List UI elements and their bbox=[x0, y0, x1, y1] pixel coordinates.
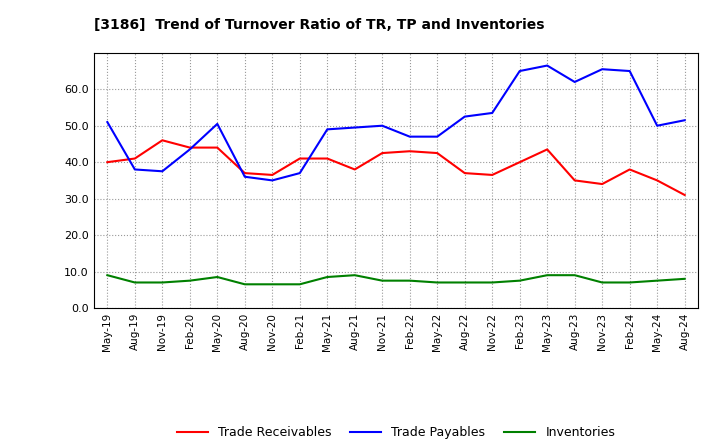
Trade Payables bbox=[460, 114, 469, 119]
Inventories bbox=[186, 278, 194, 283]
Trade Payables bbox=[186, 147, 194, 152]
Trade Receivables bbox=[240, 170, 249, 176]
Trade Receivables bbox=[488, 172, 497, 178]
Inventories bbox=[433, 280, 441, 285]
Trade Payables bbox=[240, 174, 249, 180]
Text: [3186]  Trend of Turnover Ratio of TR, TP and Inventories: [3186] Trend of Turnover Ratio of TR, TP… bbox=[94, 18, 544, 32]
Inventories bbox=[626, 280, 634, 285]
Inventories bbox=[680, 276, 689, 282]
Legend: Trade Receivables, Trade Payables, Inventories: Trade Receivables, Trade Payables, Inven… bbox=[171, 422, 621, 440]
Trade Receivables bbox=[130, 156, 139, 161]
Trade Receivables bbox=[460, 170, 469, 176]
Trade Payables bbox=[626, 68, 634, 73]
Inventories bbox=[351, 272, 359, 278]
Trade Payables bbox=[213, 121, 222, 127]
Trade Payables bbox=[488, 110, 497, 116]
Inventories bbox=[268, 282, 276, 287]
Trade Receivables bbox=[516, 160, 524, 165]
Trade Payables bbox=[378, 123, 387, 128]
Trade Receivables bbox=[680, 192, 689, 198]
Inventories bbox=[213, 275, 222, 280]
Trade Payables bbox=[405, 134, 414, 139]
Line: Trade Receivables: Trade Receivables bbox=[107, 140, 685, 195]
Trade Receivables bbox=[653, 178, 662, 183]
Inventories bbox=[158, 280, 166, 285]
Trade Payables bbox=[543, 63, 552, 68]
Trade Payables bbox=[130, 167, 139, 172]
Inventories bbox=[516, 278, 524, 283]
Inventories bbox=[240, 282, 249, 287]
Trade Payables bbox=[295, 170, 304, 176]
Trade Receivables bbox=[158, 138, 166, 143]
Inventories bbox=[543, 272, 552, 278]
Inventories bbox=[598, 280, 606, 285]
Trade Payables bbox=[653, 123, 662, 128]
Trade Payables bbox=[103, 119, 112, 125]
Line: Trade Payables: Trade Payables bbox=[107, 66, 685, 180]
Inventories bbox=[378, 278, 387, 283]
Trade Payables bbox=[680, 117, 689, 123]
Inventories bbox=[295, 282, 304, 287]
Trade Payables bbox=[570, 79, 579, 84]
Trade Receivables bbox=[268, 172, 276, 178]
Trade Payables bbox=[158, 169, 166, 174]
Trade Receivables bbox=[405, 149, 414, 154]
Trade Payables bbox=[433, 134, 441, 139]
Trade Payables bbox=[598, 66, 606, 72]
Inventories bbox=[653, 278, 662, 283]
Trade Receivables bbox=[433, 150, 441, 156]
Inventories bbox=[103, 272, 112, 278]
Trade Receivables bbox=[213, 145, 222, 150]
Trade Payables bbox=[268, 178, 276, 183]
Trade Receivables bbox=[570, 178, 579, 183]
Inventories bbox=[488, 280, 497, 285]
Trade Receivables bbox=[351, 167, 359, 172]
Trade Receivables bbox=[598, 181, 606, 187]
Inventories bbox=[405, 278, 414, 283]
Trade Payables bbox=[516, 68, 524, 73]
Trade Receivables bbox=[543, 147, 552, 152]
Trade Receivables bbox=[295, 156, 304, 161]
Trade Receivables bbox=[323, 156, 332, 161]
Trade Receivables bbox=[186, 145, 194, 150]
Inventories bbox=[460, 280, 469, 285]
Line: Inventories: Inventories bbox=[107, 275, 685, 284]
Trade Payables bbox=[323, 127, 332, 132]
Trade Payables bbox=[351, 125, 359, 130]
Trade Receivables bbox=[103, 160, 112, 165]
Trade Receivables bbox=[378, 150, 387, 156]
Inventories bbox=[323, 275, 332, 280]
Inventories bbox=[570, 272, 579, 278]
Trade Receivables bbox=[626, 167, 634, 172]
Inventories bbox=[130, 280, 139, 285]
